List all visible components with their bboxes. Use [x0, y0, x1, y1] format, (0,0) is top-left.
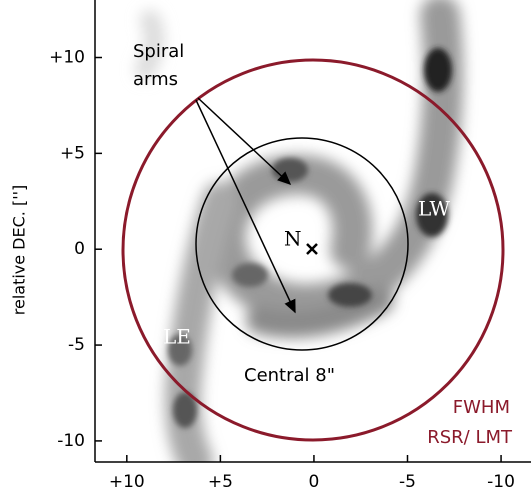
y-tick-label: +10: [49, 48, 85, 68]
y-tick-label: -10: [57, 431, 85, 451]
annotation: FWHM: [453, 397, 510, 418]
annotation: N: [284, 227, 302, 251]
arrow: [197, 97, 292, 186]
annotation: LE: [163, 325, 191, 349]
fwhm-circle: [121, 58, 505, 442]
annotation: RSR/ LMT: [427, 427, 513, 448]
y-axis-label: relative DEC. ['']: [10, 185, 29, 316]
y-tick-label: 0: [74, 239, 85, 259]
annotation: Spiral: [133, 41, 184, 62]
nucleus-marker: [306, 243, 318, 255]
annotation: Central 8": [244, 365, 335, 386]
x-tick-label: -10: [487, 472, 515, 492]
x-tick-label: 0: [309, 472, 320, 492]
annotation: LW: [418, 197, 451, 221]
y-tick-label: +5: [60, 143, 85, 163]
x-tick-label: +5: [208, 472, 233, 492]
x-tick-label: +10: [109, 472, 145, 492]
annotation: arms: [133, 69, 178, 90]
arrow: [195, 99, 296, 314]
central-circle: [195, 137, 409, 351]
y-tick-label: -5: [68, 335, 85, 355]
x-tick-label: -5: [399, 472, 416, 492]
